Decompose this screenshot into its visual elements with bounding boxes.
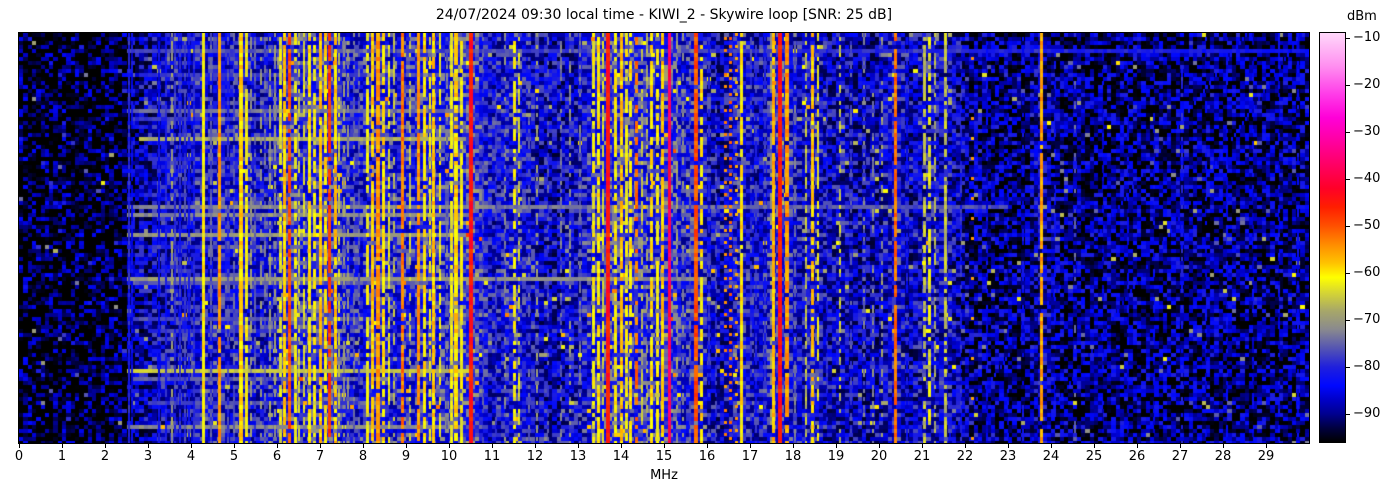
x-axis-tick — [1137, 444, 1138, 448]
colorbar-tick — [1346, 272, 1350, 274]
x-axis-tick — [1266, 444, 1267, 448]
x-axis-tick — [62, 444, 63, 448]
x-tick-label: 21 — [913, 449, 931, 464]
x-axis-tick — [1180, 444, 1181, 448]
x-axis-tick — [836, 444, 837, 448]
x-tick-label: 5 — [229, 449, 239, 464]
x-axis-tick — [492, 444, 493, 448]
x-tick-label: 6 — [272, 449, 282, 464]
colorbar-tick-label: −10 — [1353, 29, 1381, 45]
colorbar-tick-label: −50 — [1353, 217, 1381, 233]
x-tick-label: 26 — [1128, 449, 1146, 464]
x-axis-tick — [707, 444, 708, 448]
x-tick-label: 18 — [784, 449, 802, 464]
x-tick-label: 25 — [1085, 449, 1103, 464]
colorbar-tick-label: −60 — [1353, 264, 1381, 280]
x-tick-label: 1 — [57, 449, 67, 464]
x-axis-tick — [750, 444, 751, 448]
colorbar-tick — [1346, 37, 1350, 39]
x-tick-label: 29 — [1257, 449, 1275, 464]
x-tick-label: 19 — [827, 449, 845, 464]
x-axis-tick — [535, 444, 536, 448]
x-tick-label: 20 — [870, 449, 888, 464]
colorbar-tick — [1346, 178, 1350, 180]
x-tick-label: 24 — [1042, 449, 1060, 464]
x-axis-tick — [879, 444, 880, 448]
x-tick-label: 15 — [655, 449, 673, 464]
colorbar-label: dBm — [1347, 9, 1377, 24]
x-tick-label: 17 — [741, 449, 759, 464]
colorbar-tick-label: −40 — [1353, 170, 1381, 186]
x-axis-tick — [406, 444, 407, 448]
x-tick-label: 3 — [143, 449, 153, 464]
colorbar-tick-label: −20 — [1353, 76, 1381, 92]
x-tick-label: 11 — [483, 449, 501, 464]
colorbar-tick-label: −70 — [1353, 311, 1381, 327]
x-axis-tick — [105, 444, 106, 448]
x-tick-label: 14 — [612, 449, 630, 464]
x-axis-tick — [148, 444, 149, 448]
x-axis-tick — [363, 444, 364, 448]
x-tick-label: 4 — [186, 449, 196, 464]
colorbar-tick — [1346, 319, 1350, 321]
x-tick-label: 23 — [999, 449, 1017, 464]
x-axis-tick — [191, 444, 192, 448]
colorbar-gradient — [1319, 32, 1346, 443]
x-axis-tick — [449, 444, 450, 448]
x-tick-label: 28 — [1214, 449, 1232, 464]
x-axis-tick — [664, 444, 665, 448]
x-axis-tick — [320, 444, 321, 448]
x-tick-label: 12 — [526, 449, 544, 464]
x-axis-tick — [621, 444, 622, 448]
x-tick-label: 27 — [1171, 449, 1189, 464]
x-axis-tick — [1094, 444, 1095, 448]
colorbar-tick-label: −30 — [1353, 123, 1381, 139]
waterfall-heatmap — [18, 32, 1310, 444]
x-tick-label: 8 — [358, 449, 368, 464]
x-axis-tick — [1051, 444, 1052, 448]
colorbar-tick — [1346, 366, 1350, 368]
x-tick-label: 7 — [315, 449, 325, 464]
colorbar-tick — [1346, 84, 1350, 86]
colorbar-tick-label: −90 — [1353, 405, 1381, 421]
colorbar-tick — [1346, 225, 1350, 227]
x-axis-tick — [793, 444, 794, 448]
colorbar-tick-label: −80 — [1353, 358, 1381, 374]
x-tick-label: 13 — [569, 449, 587, 464]
x-axis-tick — [578, 444, 579, 448]
x-tick-label: 22 — [956, 449, 974, 464]
x-axis-tick — [1008, 444, 1009, 448]
x-axis-tick — [234, 444, 235, 448]
x-axis-tick — [19, 444, 20, 448]
x-axis-tick — [965, 444, 966, 448]
x-tick-label: 0 — [14, 449, 24, 464]
x-axis-label: MHz — [650, 468, 678, 483]
x-axis-tick — [1223, 444, 1224, 448]
colorbar-tick — [1346, 413, 1350, 415]
x-tick-label: 16 — [698, 449, 716, 464]
x-tick-label: 9 — [401, 449, 411, 464]
colorbar-tick — [1346, 131, 1350, 133]
x-axis-tick — [922, 444, 923, 448]
x-tick-label: 10 — [440, 449, 458, 464]
chart-title: 24/07/2024 09:30 local time - KIWI_2 - S… — [435, 7, 893, 23]
x-axis-tick — [277, 444, 278, 448]
x-tick-label: 2 — [100, 449, 110, 464]
